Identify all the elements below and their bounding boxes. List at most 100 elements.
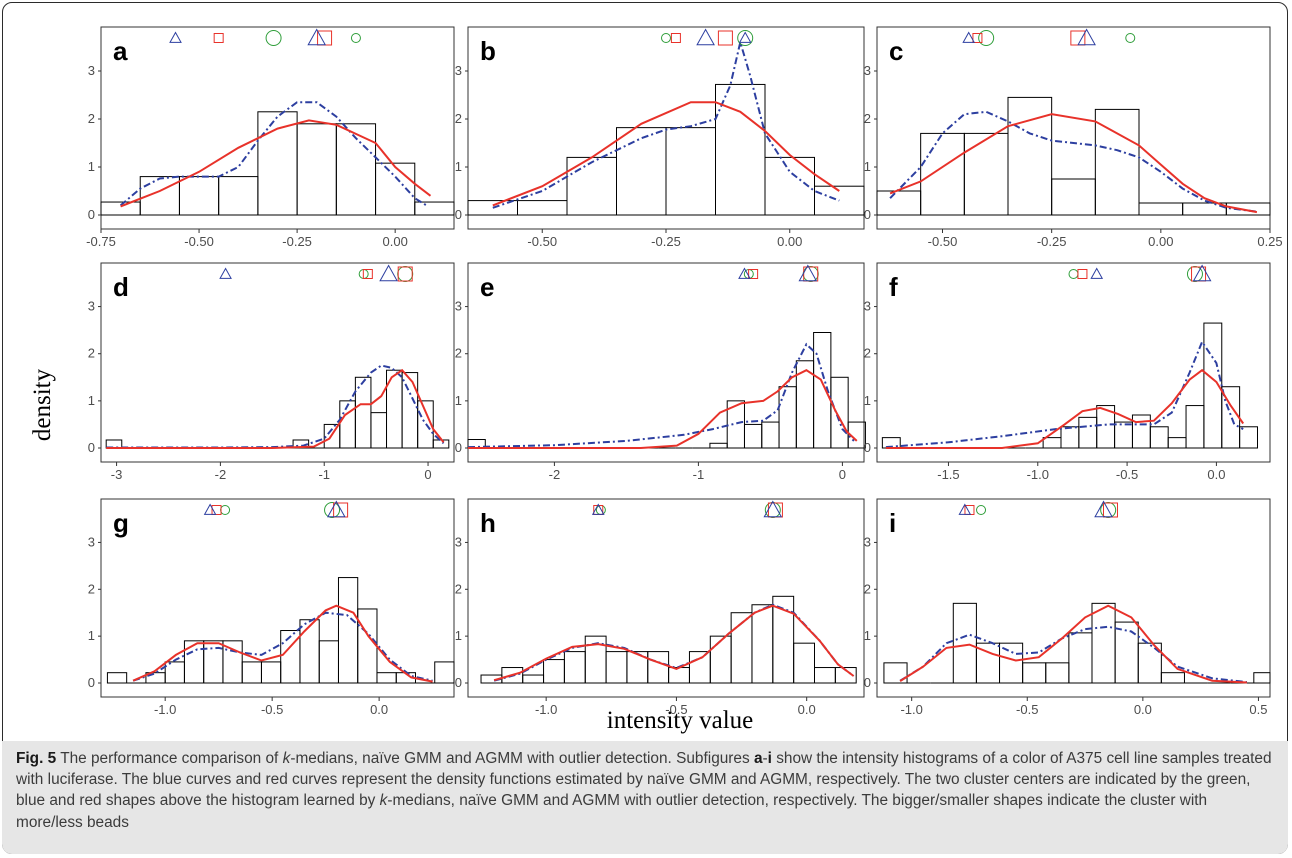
y-tick-label: 1 [88,393,95,408]
y-tick-label: 2 [864,581,871,596]
caption-segment: k [379,792,388,810]
x-tick-label: -0.25 [282,234,312,249]
naive-gmm-center-triangle [696,28,715,46]
x-tick-label: -1 [693,467,705,482]
x-tick-label: -0.5 [665,702,687,717]
agmm-density-curve [889,113,1258,214]
caption-segment: show the intensity histograms of a color… [16,750,1272,810]
histogram-bar [793,642,816,684]
x-tick-label: 0.5 [1249,702,1267,717]
x-tick-label: -1.0 [154,702,176,717]
kmedians-center-circle [661,33,671,43]
panel-label: a [113,36,128,66]
panel-f: 0 1 2 3 -1.5 -1.0 -0.5 0.0 f [864,262,1271,482]
naive-gmm-density-curve [132,611,433,682]
agmm-density-curve [132,604,433,683]
agmm-center-square [362,269,373,279]
y-tick-label: 1 [455,628,462,643]
x-tick-label: 0.25 [1257,234,1282,249]
histogram-bar [834,667,857,684]
panel-label: f [889,272,898,302]
x-tick-label: 0.0 [1134,702,1152,717]
x-tick-label: 0.00 [1148,234,1173,249]
figure-caption: Fig. 5 The performance comparison of k -m… [16,748,1278,833]
naive-gmm-center-triangle [203,503,217,515]
x-tick-label: -3 [111,467,123,482]
x-tick-label: -0.5 [261,702,283,717]
y-tick-label: 3 [864,534,871,549]
naive-gmm-center-triangle [326,500,346,518]
naive-gmm-center-triangle [1094,500,1113,518]
y-tick-label: 0 [864,207,871,222]
panel-border [876,262,1271,463]
y-tick-label: 3 [88,299,95,314]
kmedians-center-circle [350,33,361,43]
y-axis-label: density [29,368,56,441]
y-tick-label: 1 [455,393,462,408]
panel-label: c [889,36,903,66]
histogram-bar [375,162,416,216]
y-tick-label: 0 [88,207,95,222]
y-tick-label: 3 [864,63,871,78]
x-tick-label: -0.50 [184,234,214,249]
caption-segment: a [753,750,763,767]
kmedians-center-circle [265,30,282,46]
y-tick-label: 2 [88,581,95,596]
panel-e: 0 1 2 3 -2 -1 0 e [455,262,866,482]
y-tick-label: 2 [88,346,95,361]
y-tick-label: 3 [455,299,462,314]
naive-gmm-center-triangle [1090,267,1104,279]
naive-gmm-center-triangle [1077,28,1096,46]
x-tick-label: -0.50 [527,234,557,249]
histogram-bar [830,376,849,449]
figure-label: Fig. 5 [16,750,57,767]
panel-border [876,26,1271,230]
histogram-bar [1253,672,1271,684]
caption-segment: The performance comparison of [56,750,283,767]
histogram-bar [1160,672,1185,684]
x-tick-label: -1.5 [937,467,959,482]
naive-gmm-center-triangle [738,31,752,43]
agmm-center-square [972,33,983,43]
x-tick-label: 0 [839,467,846,482]
agmm-center-square [397,266,413,282]
y-tick-label: 3 [455,63,462,78]
y-tick-label: 1 [88,628,95,643]
agmm-center-square [748,269,759,279]
y-tick-label: 2 [864,346,871,361]
x-tick-label: -1.0 [900,702,922,717]
caption-segment: i [767,750,772,767]
kmedians-center-circle [976,505,987,515]
y-tick-label: 3 [455,534,462,549]
y-tick-label: 0 [88,440,95,455]
panel-c: 0 1 2 3 -0.50 -0.25 0.00 0.25 c [864,26,1283,249]
histogram-bar [1225,202,1271,216]
panel-border [467,498,865,698]
panel-label: d [113,272,129,302]
caption-segment: -medians, naïve GMM and AGMM with outlie… [290,750,754,767]
histogram-bar [434,661,455,684]
panel-label: e [480,272,494,302]
y-tick-label: 1 [455,159,462,174]
y-tick-label: 0 [864,440,871,455]
panel-label: h [480,508,496,538]
agmm-density-curve [468,369,858,449]
y-tick-label: 3 [864,299,871,314]
x-tick-label: 0.00 [777,234,802,249]
x-tick-label: 0.0 [798,702,816,717]
y-tick-label: 1 [864,393,871,408]
x-tick-label: -1.0 [1027,467,1049,482]
panel-a: 0 1 2 3 -0.75 -0.50 -0.25 0.00 a [86,26,455,249]
agmm-density-curve [120,119,432,208]
naive-gmm-center-triangle [958,503,972,515]
naive-gmm-center-triangle [379,264,398,282]
naive-gmm-density-curve [119,101,428,207]
x-tick-label: -2 [215,467,227,482]
histogram-bar [1137,642,1162,684]
naive-gmm-density-curve [889,110,1258,213]
x-tick-label: 0.00 [383,234,408,249]
agmm-density-curve [106,368,445,449]
kmedians-center-circle [737,30,754,46]
panel-h: 0 1 2 3 -1.0 -0.5 0.0 h [455,498,865,717]
